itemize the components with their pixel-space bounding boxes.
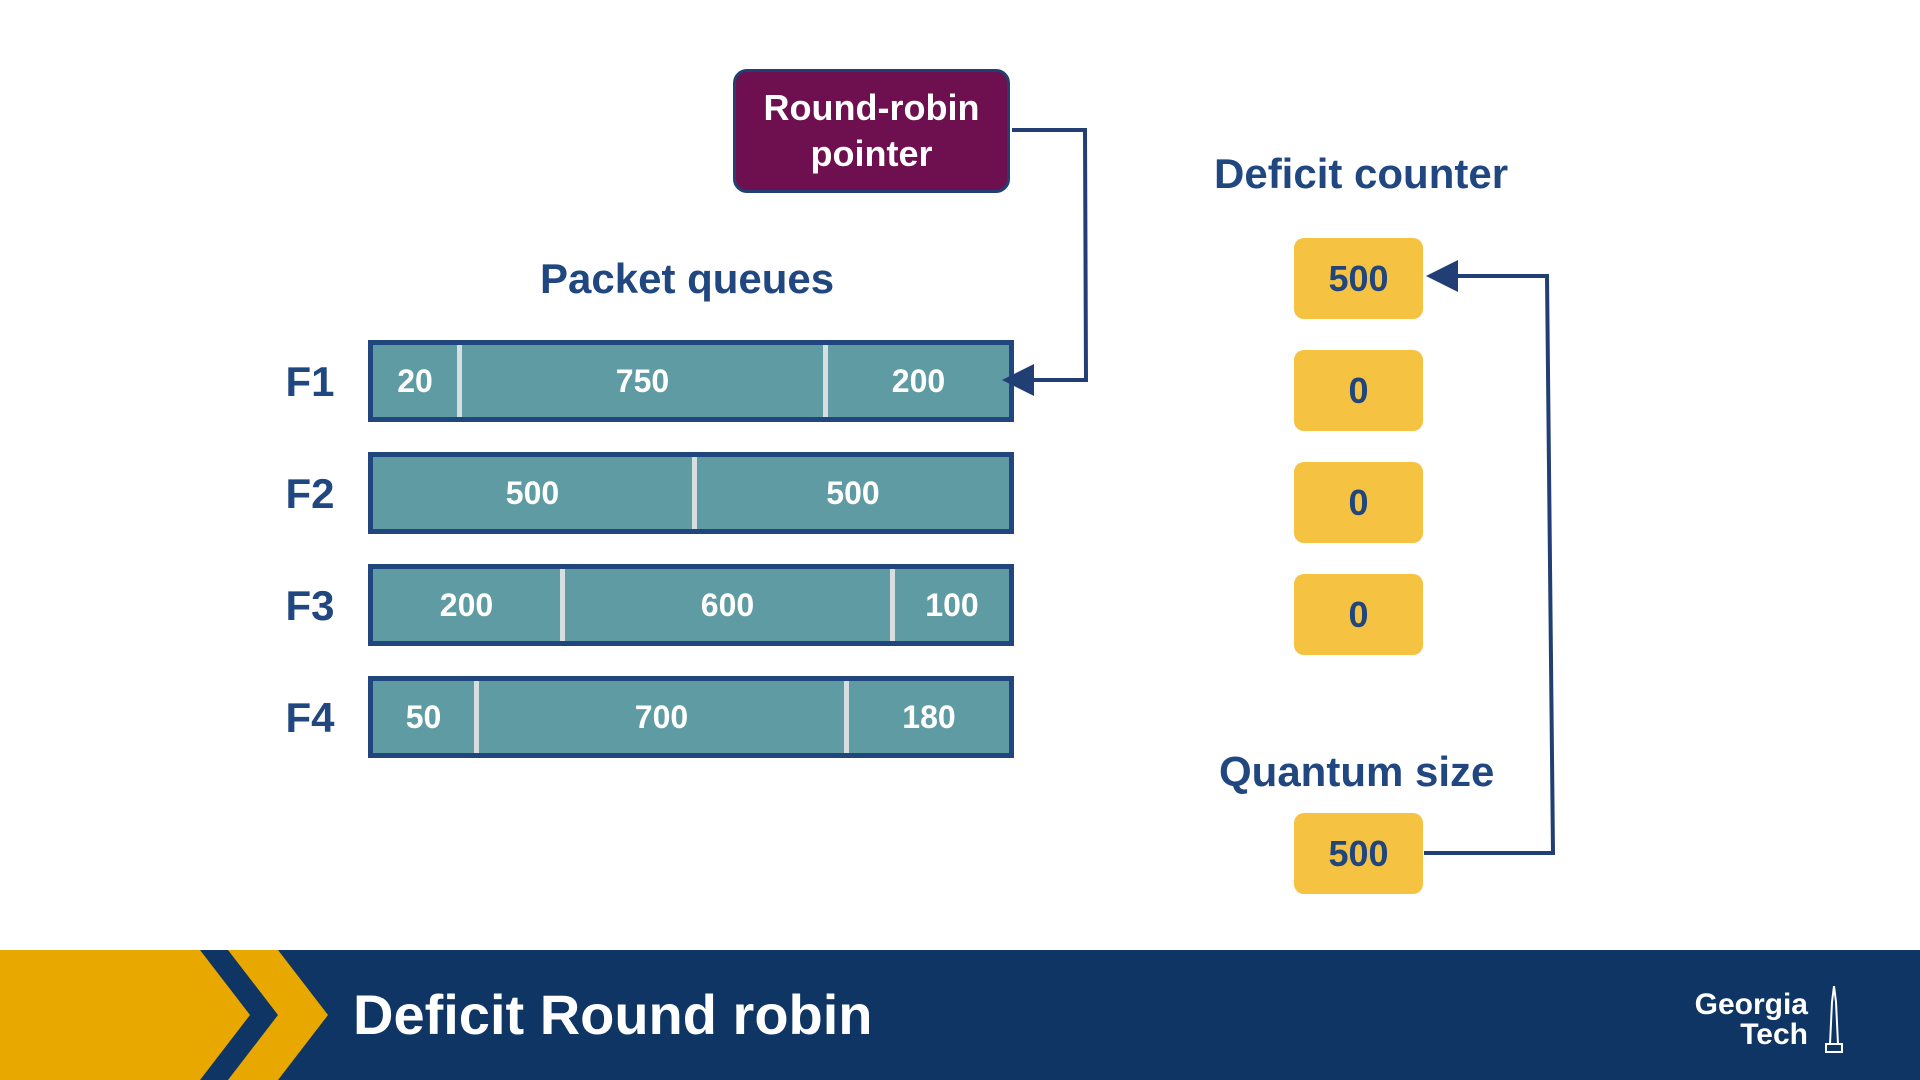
round-robin-pointer-box: Round-robin pointer <box>733 69 1010 193</box>
packet-queue: 20 750 200 <box>368 340 1014 422</box>
georgia-tech-logo: Georgia Tech <box>1680 984 1850 1058</box>
packet: 200 <box>439 586 494 623</box>
quantum-size-value: 500 <box>1294 813 1423 894</box>
tech-tower-icon <box>1825 986 1843 1053</box>
packet: 50 <box>405 698 442 735</box>
logo-text-line2: Tech <box>1740 1018 1808 1051</box>
packet-queue: 200 600 100 <box>368 564 1014 646</box>
packet: 100 <box>890 569 1009 641</box>
packet: 180 <box>844 681 1009 753</box>
round-robin-pointer-label: Round-robin pointer <box>763 87 980 174</box>
footer-chevron-graphic <box>0 950 1920 1080</box>
deficit-counter-heading: Deficit counter <box>1214 150 1509 197</box>
packet-queue: 500 500 <box>368 452 1014 534</box>
packet: 750 <box>457 345 823 417</box>
quantum-size-heading: Quantum size <box>1219 748 1495 795</box>
logo-text-line1: Georgia <box>1694 988 1808 1021</box>
packet: 600 <box>560 569 890 641</box>
footer-bar: Deficit Round robin Georgia Tech <box>0 950 1920 1080</box>
deficit-counter-value: 500 <box>1294 238 1423 319</box>
deficit-counter-value: 0 <box>1294 462 1423 543</box>
packet: 200 <box>823 345 1009 417</box>
flow-label: F4 <box>285 694 335 741</box>
flow-label: F2 <box>285 470 335 517</box>
quantum-to-counter-arrow <box>1424 260 1556 855</box>
packet: 500 <box>692 457 1009 529</box>
flow-label: F3 <box>285 582 335 629</box>
pointer-arrow <box>1002 128 1089 396</box>
deficit-counter-value: 0 <box>1294 350 1423 431</box>
slide-title: Deficit Round robin <box>353 983 873 1046</box>
packet: 20 <box>397 362 433 399</box>
packet-queues-heading: Packet queues <box>540 255 835 302</box>
packet-queue: 50 700 180 <box>368 676 1014 758</box>
flow-label: F1 <box>285 358 335 405</box>
packet: 500 <box>505 474 560 511</box>
deficit-counter-value: 0 <box>1294 574 1423 655</box>
packet: 700 <box>474 681 844 753</box>
